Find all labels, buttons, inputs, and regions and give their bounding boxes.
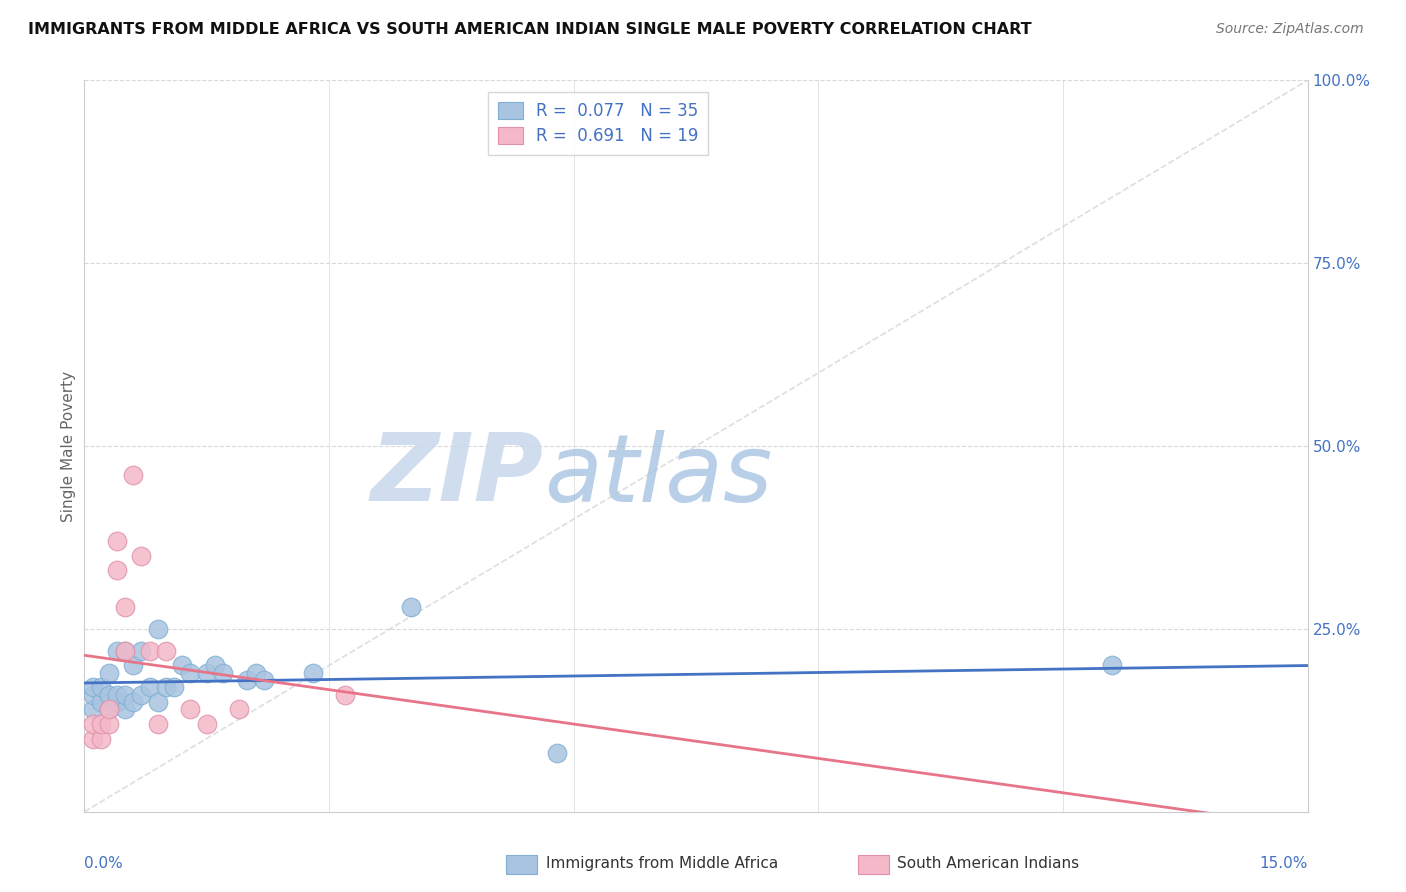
- Point: [155, 681, 177, 695]
- Point: [82, 702, 104, 716]
- Point: [301, 665, 323, 680]
- Point: [204, 658, 226, 673]
- Point: [97, 688, 120, 702]
- Point: [122, 695, 145, 709]
- Point: [546, 746, 568, 760]
- Point: [131, 549, 153, 563]
- Point: [122, 658, 145, 673]
- Point: [179, 702, 201, 716]
- Point: [90, 717, 112, 731]
- Point: [97, 665, 120, 680]
- Text: Source: ZipAtlas.com: Source: ZipAtlas.com: [1216, 22, 1364, 37]
- Point: [212, 665, 235, 680]
- Point: [172, 658, 194, 673]
- Point: [1101, 658, 1123, 673]
- Point: [163, 681, 186, 695]
- Point: [146, 695, 169, 709]
- Point: [195, 665, 218, 680]
- Point: [195, 717, 218, 731]
- Point: [90, 681, 112, 695]
- Point: [105, 534, 128, 549]
- Point: [114, 702, 136, 716]
- Point: [97, 702, 120, 716]
- Text: atlas: atlas: [544, 430, 772, 521]
- Point: [97, 702, 120, 716]
- Point: [105, 688, 128, 702]
- Point: [138, 644, 160, 658]
- Text: 15.0%: 15.0%: [1260, 855, 1308, 871]
- Text: IMMIGRANTS FROM MIDDLE AFRICA VS SOUTH AMERICAN INDIAN SINGLE MALE POVERTY CORRE: IMMIGRANTS FROM MIDDLE AFRICA VS SOUTH A…: [28, 22, 1032, 37]
- Point: [82, 688, 104, 702]
- Point: [90, 731, 112, 746]
- Point: [82, 681, 104, 695]
- Text: 0.0%: 0.0%: [84, 855, 124, 871]
- Point: [105, 644, 128, 658]
- Point: [105, 563, 128, 577]
- Point: [155, 644, 177, 658]
- Point: [82, 731, 104, 746]
- Text: Immigrants from Middle Africa: Immigrants from Middle Africa: [546, 856, 778, 871]
- Point: [179, 665, 201, 680]
- Point: [399, 599, 422, 614]
- Point: [146, 622, 169, 636]
- Point: [82, 717, 104, 731]
- Point: [335, 688, 357, 702]
- Point: [245, 665, 267, 680]
- Point: [105, 695, 128, 709]
- Point: [114, 599, 136, 614]
- Point: [131, 644, 153, 658]
- Point: [122, 468, 145, 483]
- Point: [131, 688, 153, 702]
- Y-axis label: Single Male Poverty: Single Male Poverty: [60, 370, 76, 522]
- Point: [146, 717, 169, 731]
- Point: [90, 695, 112, 709]
- Point: [236, 673, 259, 687]
- Text: South American Indians: South American Indians: [897, 856, 1080, 871]
- Point: [114, 688, 136, 702]
- Legend: R =  0.077   N = 35, R =  0.691   N = 19: R = 0.077 N = 35, R = 0.691 N = 19: [488, 92, 709, 155]
- Point: [253, 673, 276, 687]
- Point: [97, 717, 120, 731]
- Point: [114, 644, 136, 658]
- Text: ZIP: ZIP: [370, 429, 543, 521]
- Point: [228, 702, 250, 716]
- Point: [114, 644, 136, 658]
- Point: [138, 681, 160, 695]
